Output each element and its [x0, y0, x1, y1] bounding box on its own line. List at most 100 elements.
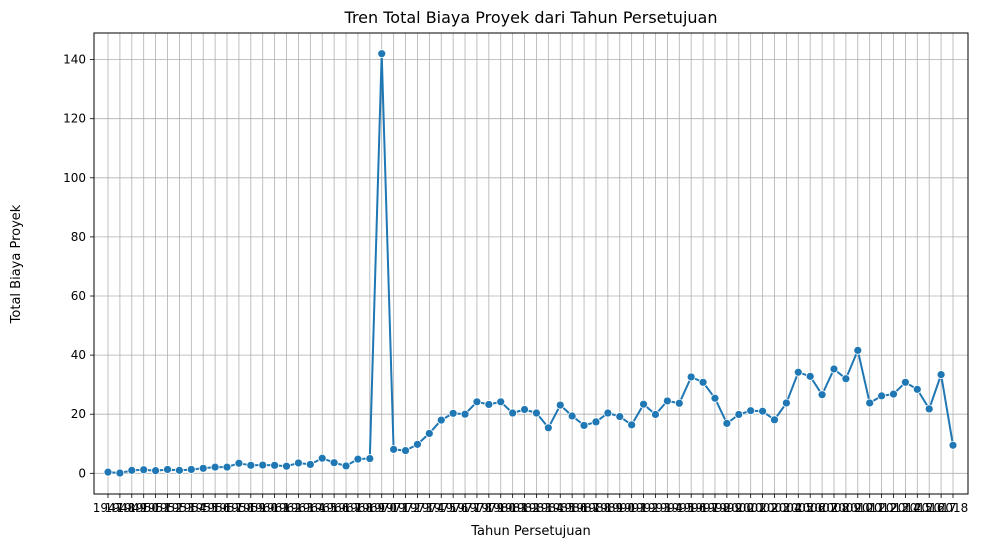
x-tick-label: 2018	[938, 501, 969, 515]
data-point	[270, 460, 280, 470]
x-tick-label: 2013	[878, 501, 909, 515]
x-tick-label: 1983	[521, 501, 552, 515]
x-tick-label: 2017	[926, 501, 957, 515]
x-tick-label: 1984	[533, 501, 564, 515]
data-point	[472, 397, 482, 407]
data-point	[770, 415, 779, 425]
series-polyline	[107, 52, 954, 474]
data-point	[853, 345, 863, 355]
x-tick-label: 1997	[688, 501, 719, 515]
x-tick-label: 1950	[128, 501, 159, 515]
x-tick-label: 2012	[866, 501, 897, 515]
y-axis-label: Total Biaya Proyek	[9, 204, 24, 324]
x-tick-label: 2002	[747, 501, 778, 515]
data-point	[151, 466, 161, 476]
data-point	[413, 439, 422, 449]
data-point	[532, 408, 541, 418]
y-tick-label: 20	[71, 407, 86, 421]
data-point	[424, 429, 434, 438]
x-tick-label: 1955	[188, 501, 219, 515]
data-point	[912, 384, 922, 394]
x-tick-label: 1971	[378, 501, 409, 515]
data-point	[377, 49, 387, 59]
data-point	[781, 398, 791, 408]
x-tick-label: 2009	[831, 501, 862, 515]
data-point	[591, 417, 601, 427]
x-tick-label: 1975	[426, 501, 457, 515]
x-tick-label: 1954	[176, 501, 207, 515]
x-tick-label: 1991	[616, 501, 647, 515]
x-tick-label: 2015	[902, 501, 933, 515]
x-tick-label: 1960	[247, 501, 278, 515]
x-tick-label: 1986	[557, 501, 588, 515]
x-tick-label: 1958	[224, 501, 255, 515]
x-tick-label: 1990	[604, 501, 635, 515]
data-point	[829, 364, 839, 374]
x-tick-label: 1985	[545, 501, 576, 515]
y-tick-label: 120	[63, 112, 86, 126]
x-tick-label: 1963	[283, 501, 314, 515]
x-tick-label: 1957	[212, 501, 243, 515]
x-tick-label: 1999	[712, 501, 743, 515]
data-point	[460, 409, 470, 419]
x-tick-label: 2004	[771, 501, 802, 515]
x-tick-label: 1996	[676, 501, 707, 515]
x-tick-label: 1989	[593, 501, 624, 515]
y-tick-label: 100	[63, 171, 86, 185]
x-tick-label: 1981	[497, 501, 528, 515]
data-point	[329, 458, 339, 468]
x-tick-label: 1965	[307, 501, 338, 515]
data-point	[877, 391, 886, 401]
x-tick-label: 1948	[105, 501, 136, 515]
data-point	[186, 465, 196, 474]
x-axis-ticks: 1947194819491950195119521953195419551956…	[93, 494, 969, 515]
x-tick-label: 2014	[890, 501, 921, 515]
data-point	[698, 377, 708, 387]
data-point	[567, 411, 577, 421]
data-point	[615, 412, 625, 421]
x-tick-label: 2008	[819, 501, 850, 515]
data-point	[317, 453, 327, 463]
x-tick-label: 1972	[390, 501, 421, 515]
data-point	[520, 405, 529, 414]
x-tick-label: 1998	[700, 501, 731, 515]
x-tick-label: 1992	[628, 501, 659, 515]
x-tick-label: 2001	[735, 501, 766, 515]
x-tick-label: 1949	[117, 501, 148, 515]
y-axis-ticks: 0 20 40 60 80 100 120 140	[63, 53, 94, 480]
data-point	[282, 461, 291, 471]
x-axis-label: Tahun Persetujuan	[470, 524, 591, 539]
data-point	[686, 372, 696, 382]
data-point	[639, 399, 648, 409]
x-tick-label: 2006	[795, 501, 826, 515]
data-point	[484, 400, 494, 409]
x-tick-label: 2016	[914, 501, 945, 515]
x-tick-label: 1978	[462, 501, 493, 515]
data-point	[353, 454, 363, 464]
data-point	[210, 462, 220, 472]
y-tick-label: 0	[78, 466, 86, 480]
data-point	[163, 465, 172, 474]
data-point	[139, 465, 149, 475]
x-tick-label: 1980	[485, 501, 516, 515]
x-tick-label: 1968	[343, 501, 374, 515]
grid	[94, 33, 968, 494]
x-tick-label: 1956	[200, 501, 231, 515]
data-point	[103, 467, 113, 477]
x-tick-label: 2010	[843, 501, 874, 515]
x-tick-label: 1962	[271, 501, 302, 515]
x-tick-label: 1951	[140, 501, 171, 515]
y-tick-label: 140	[63, 53, 86, 67]
data-point	[722, 418, 732, 428]
data-point	[662, 396, 672, 406]
data-point	[603, 408, 613, 418]
plot-frame	[93, 32, 969, 495]
x-tick-label: 1994	[652, 501, 683, 515]
data-point	[127, 465, 137, 475]
x-tick-label: 1964	[295, 501, 326, 515]
x-tick-label: 1952	[152, 501, 183, 515]
data-point	[222, 462, 232, 472]
data-point	[746, 406, 756, 416]
data-point	[865, 398, 875, 408]
